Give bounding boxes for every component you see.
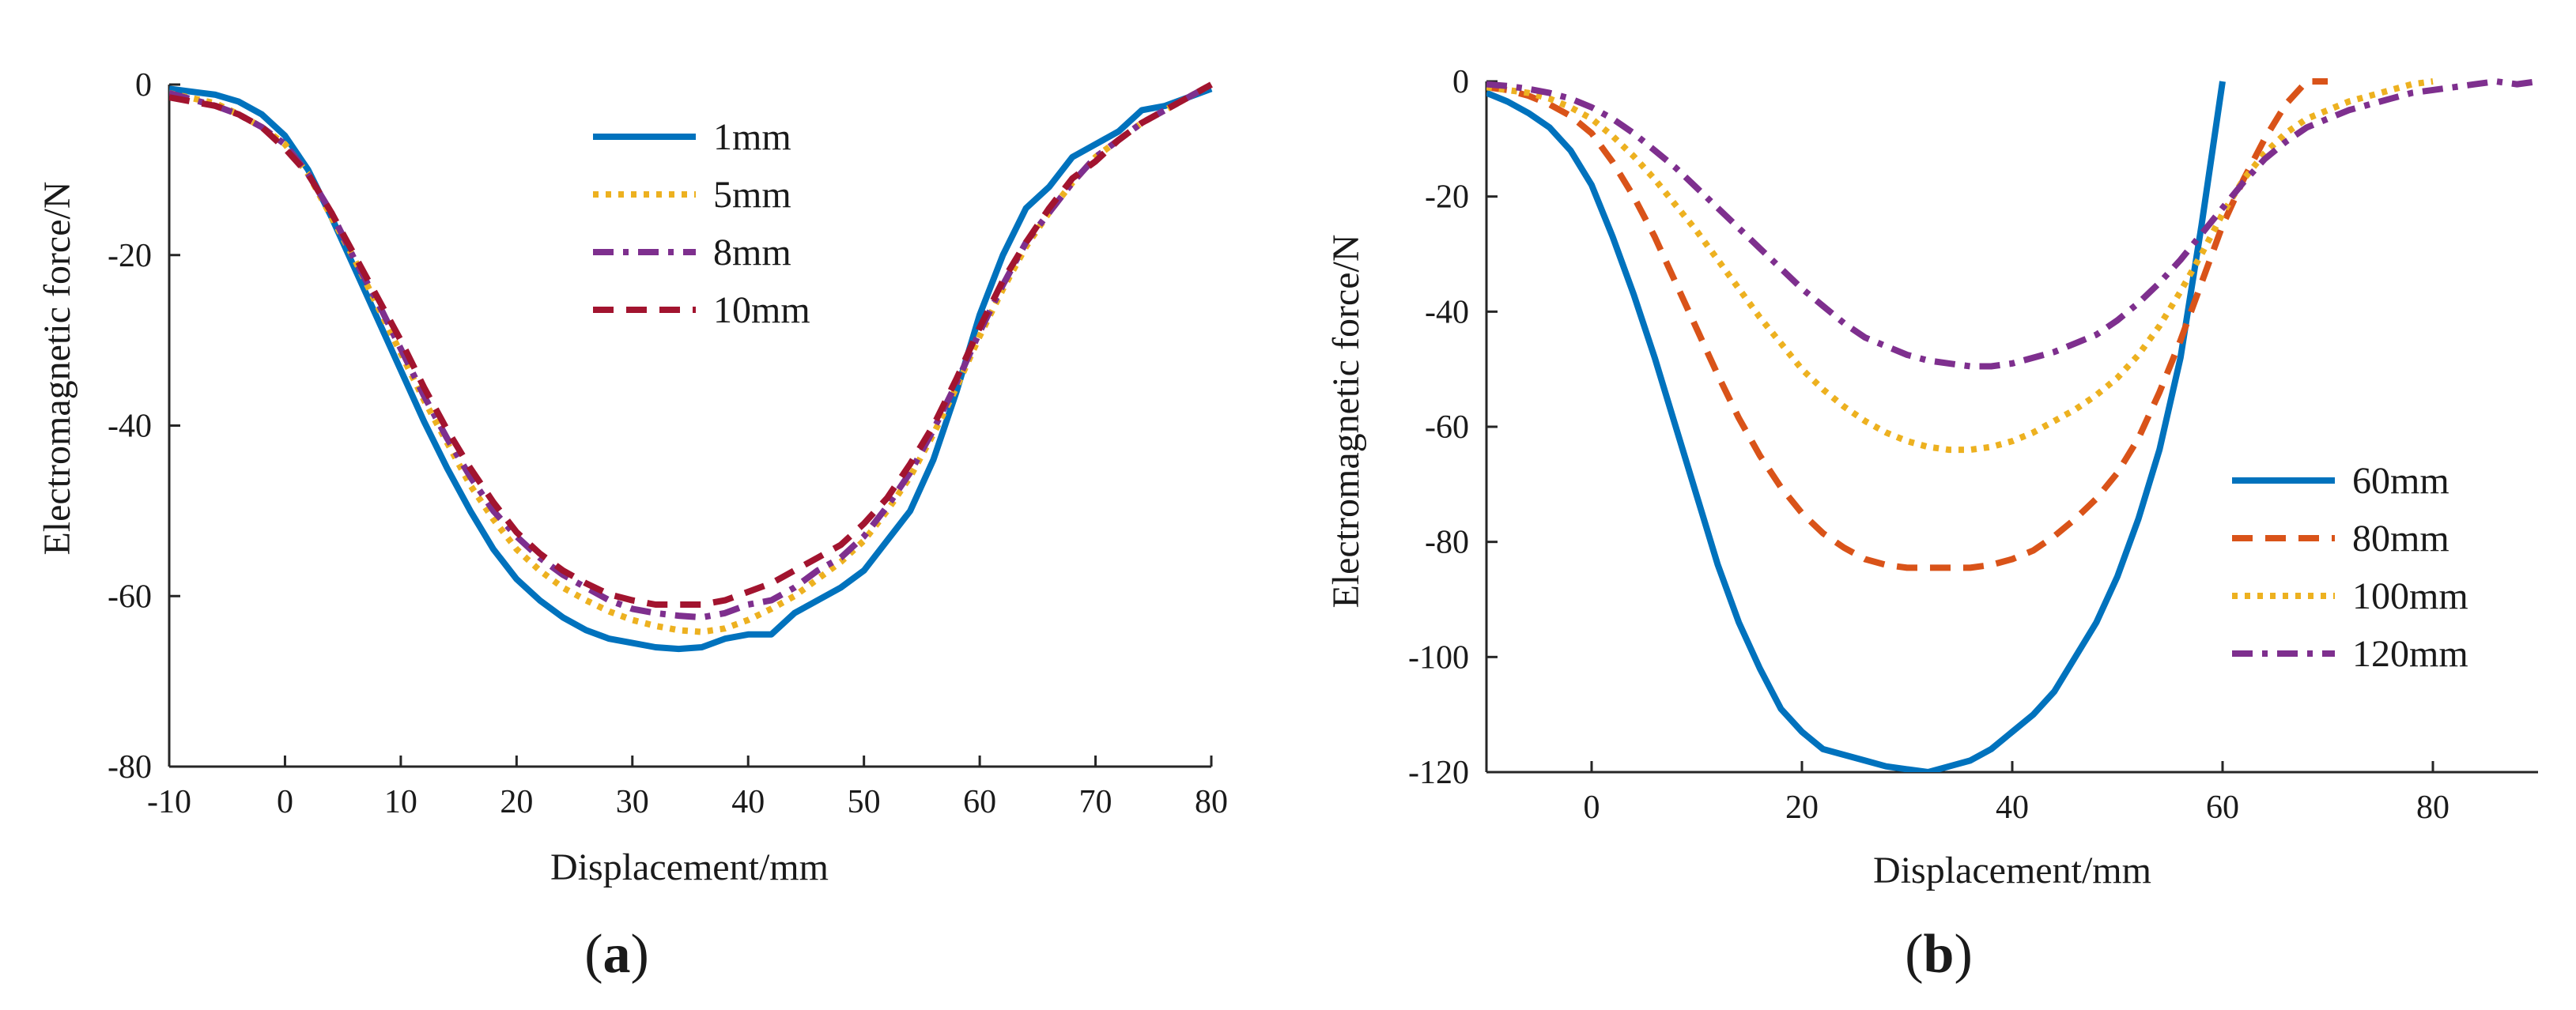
panel-b-series-line-120mm: [1486, 78, 2539, 370]
panel-b-x-tick-label: 60: [2206, 790, 2239, 826]
panel-a-axes: -10 0 10 20 30 40 50 60 70 80 0 -20 -40 -60 -80: [108, 67, 1228, 820]
panel-b-x-tick-label: 80: [2416, 790, 2449, 826]
panel-a-label-open: (: [584, 924, 602, 985]
panel-b-y-tick-label: -120: [1408, 755, 1469, 791]
panel-b-label: (b): [1905, 924, 1973, 985]
panel-a-series: [169, 81, 1213, 653]
panel-a-x-tick-label: 40: [731, 784, 765, 820]
panel-a: -10 0 10 20 30 40 50 60 70 80 0 -20 -40 -60 -80 1mm 5mm…: [36, 67, 1228, 985]
panel-b-legend-label-80mm: 80mm: [2352, 518, 2449, 560]
panel-a-label-close: ): [631, 924, 649, 985]
panel-b-y-axis-title: Electromagnetic force/N: [1325, 234, 1367, 608]
panel-a-x-tick-label: 0: [277, 784, 293, 820]
panel-a-x-axis-title: Displacement/mm: [550, 846, 829, 888]
panel-b-series: [1486, 78, 2539, 772]
panel-a-label: (a): [584, 924, 649, 985]
panel-a-y-tick-label: 0: [135, 67, 152, 104]
panel-a-y-axis-title: Electromagnetic force/N: [36, 181, 78, 555]
panel-b-label-open: (: [1905, 924, 1923, 985]
panel-b-label-close: ): [1954, 924, 1972, 985]
panel-a-y-tick-label: -20: [108, 238, 152, 274]
panel-a-x-tick-label: 50: [848, 784, 881, 820]
panel-a-y-tick-label: -80: [108, 749, 152, 786]
panel-a-series-line-10mm: [169, 81, 1213, 608]
panel-a-legend-label-10mm: 10mm: [713, 289, 810, 331]
panel-a-legend-label-1mm: 1mm: [713, 116, 791, 158]
panel-b-legend: 60mm 80mm 100mm 120mm: [2232, 460, 2468, 675]
panel-b-y-tick-label: -80: [1425, 525, 1469, 561]
panel-a-x-tick-label: 70: [1079, 784, 1112, 820]
panel-a-x-tick-label: 60: [963, 784, 996, 820]
panel-b-series-line-100mm: [1486, 78, 2434, 454]
panel-b-x-tick-label: 0: [1584, 790, 1600, 826]
panel-a-y-tick-label: -60: [108, 578, 152, 615]
panel-b-x-axis-title: Displacement/mm: [1873, 850, 2151, 891]
panel-a-x-tick-label: -10: [147, 784, 191, 820]
panel-b: 0 20 40 60 80 0 -20 -40 -60 -80 -100 -120 60mm 80mm 1…: [1325, 64, 2539, 985]
panel-a-label-letter: a: [603, 924, 631, 985]
panel-b-label-letter: b: [1924, 924, 1955, 985]
panel-a-x-tick-label: 20: [500, 784, 533, 820]
panel-b-y-tick-label: -20: [1425, 179, 1469, 216]
panel-a-x-tick-label: 30: [616, 784, 649, 820]
panel-a-legend-label-8mm: 8mm: [713, 232, 791, 273]
panel-b-y-tick-label: -100: [1408, 639, 1469, 676]
panel-b-y-tick-label: -60: [1425, 409, 1469, 446]
panel-b-series-line-80mm: [1486, 78, 2328, 571]
panel-b-axes: 0 20 40 60 80 0 -20 -40 -60 -80 -100 -120: [1408, 64, 2538, 826]
panel-a-y-tick-label: -40: [108, 409, 152, 445]
panel-a-x-tick-label: 80: [1195, 784, 1228, 820]
panel-b-y-tick-label: 0: [1452, 64, 1469, 100]
panel-b-x-tick-label: 40: [1996, 790, 2029, 826]
panel-a-x-tick-label: 10: [384, 784, 417, 820]
panel-b-legend-label-60mm: 60mm: [2352, 460, 2449, 502]
panel-b-series-line-60mm: [1486, 81, 2226, 772]
panel-b-legend-label-120mm: 120mm: [2352, 633, 2468, 675]
panel-a-series-line-1mm: [169, 85, 1213, 653]
panel-b-y-tick-label: -40: [1425, 294, 1469, 330]
panel-a-legend-label-5mm: 5mm: [713, 174, 791, 216]
panel-a-legend: 1mm 5mm 8mm 10mm: [593, 116, 810, 331]
panel-b-legend-label-100mm: 100mm: [2352, 575, 2468, 617]
panel-b-x-tick-label: 20: [1785, 790, 1819, 826]
